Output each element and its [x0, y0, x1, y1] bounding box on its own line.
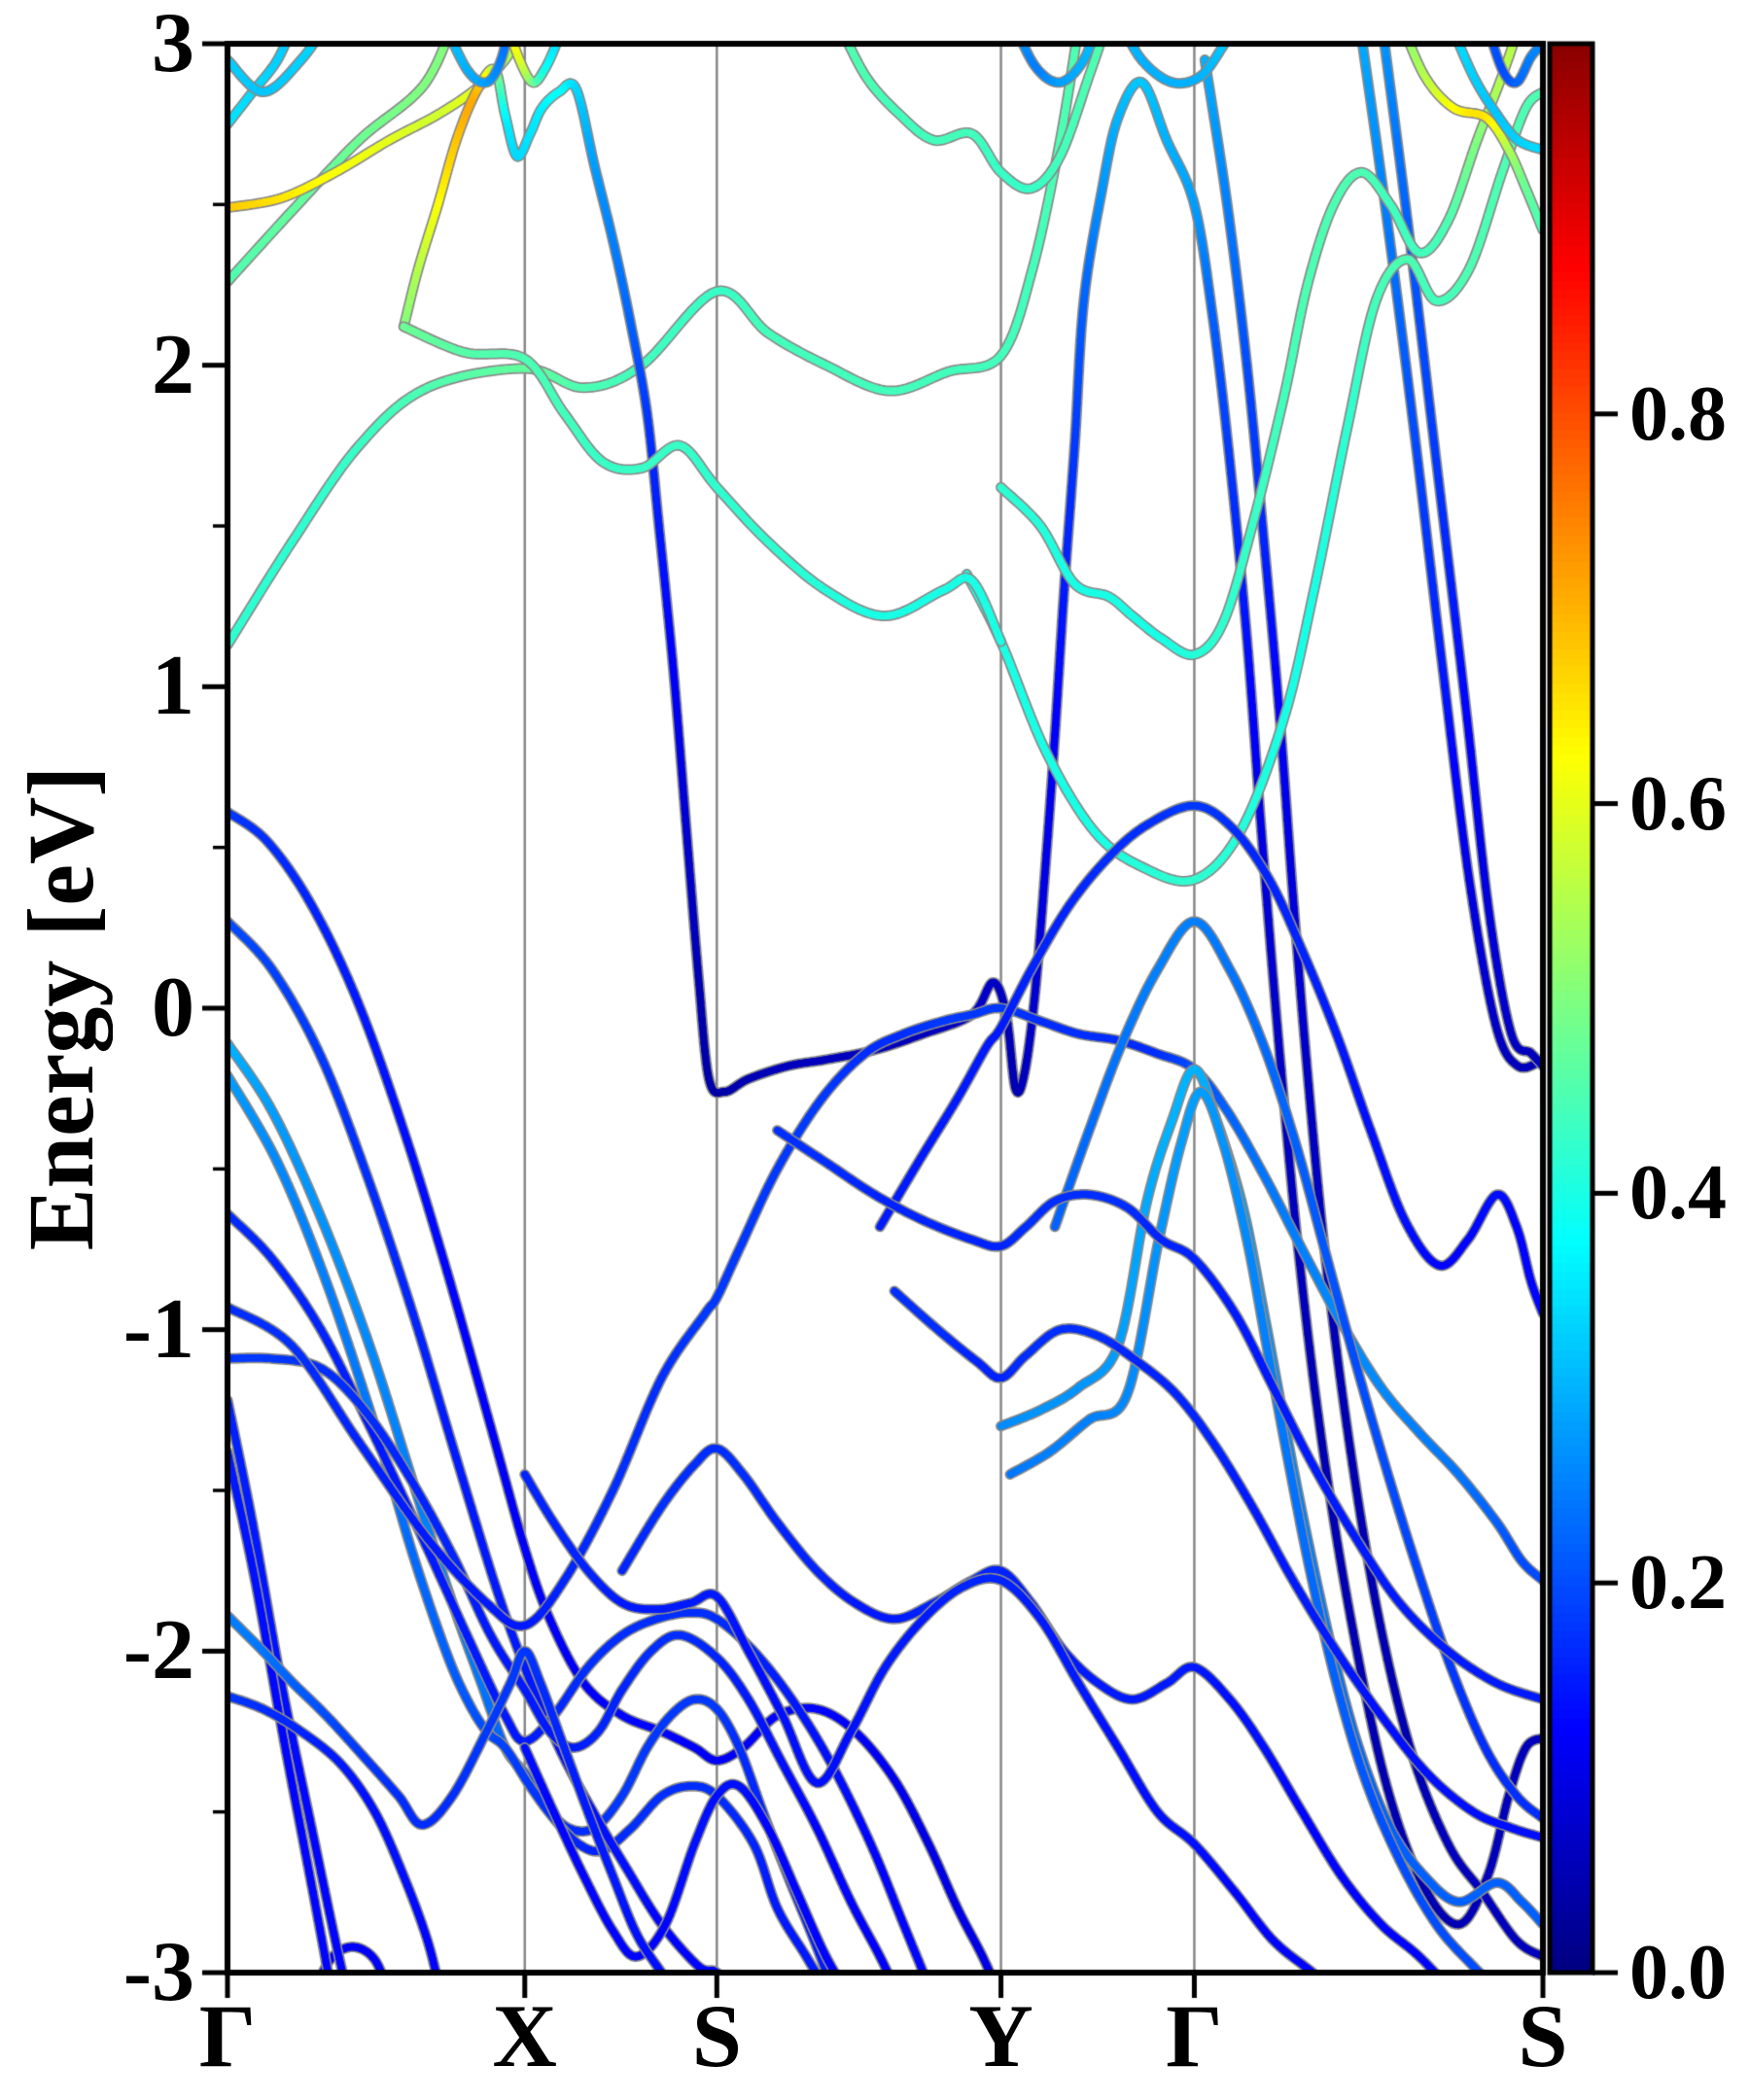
- colorbar-tick-label-0.8: 0.8: [1629, 370, 1727, 457]
- colorbar-tick-label-0.4: 0.4: [1629, 1150, 1727, 1237]
- x-kpoint-label-0-Γ: Γ: [198, 1986, 257, 2085]
- x-kpoint-label-3-Y: Y: [968, 1986, 1033, 2085]
- x-kpoint-label-2-S: S: [691, 1986, 742, 2085]
- colorbar-tick-label-0.6: 0.6: [1629, 760, 1727, 847]
- y-tick-label-1: 1: [152, 639, 194, 734]
- y-tick-label--3: -3: [122, 1925, 194, 2019]
- y-tick-label-2: 2: [152, 317, 194, 412]
- x-kpoint-label-5-S: S: [1518, 1986, 1568, 2085]
- y-tick-label-3: 3: [152, 0, 194, 90]
- colorbar-tick-label-0.2: 0.2: [1629, 1540, 1727, 1627]
- y-tick-label--1: -1: [122, 1281, 194, 1377]
- colorbar-tick-label-0.0: 0.0: [1629, 1930, 1727, 2015]
- y-tick-label--2: -2: [122, 1603, 194, 1698]
- y-tick-label-0: 0: [152, 961, 194, 1055]
- x-kpoint-label-4-Γ: Γ: [1166, 1986, 1223, 2085]
- x-kpoint-label-1-X: X: [492, 1986, 557, 2085]
